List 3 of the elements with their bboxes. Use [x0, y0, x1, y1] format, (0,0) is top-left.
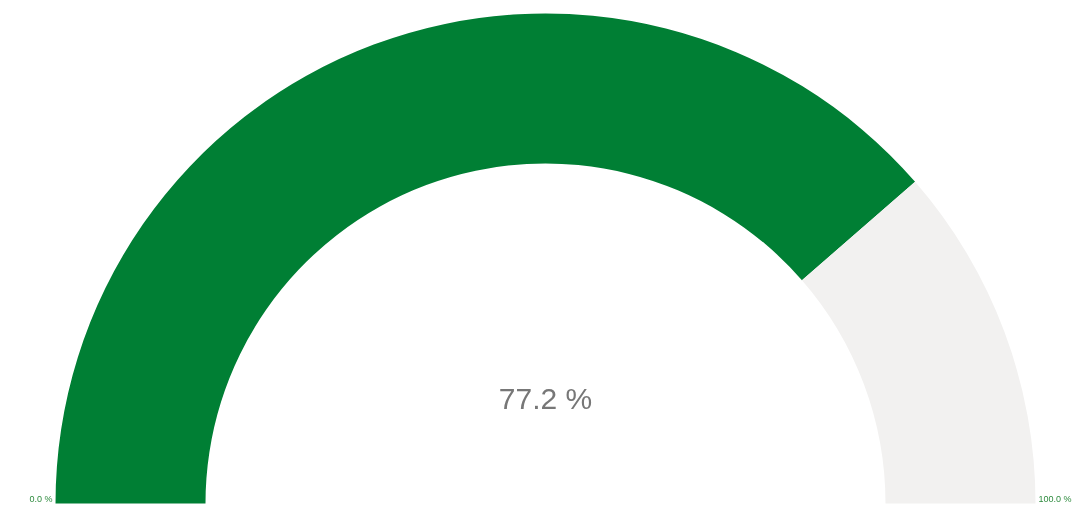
text: 77.2 %: [498, 382, 593, 415]
text: 0.0 %: [29, 493, 53, 504]
text: 100.0 %: [1038, 493, 1072, 504]
